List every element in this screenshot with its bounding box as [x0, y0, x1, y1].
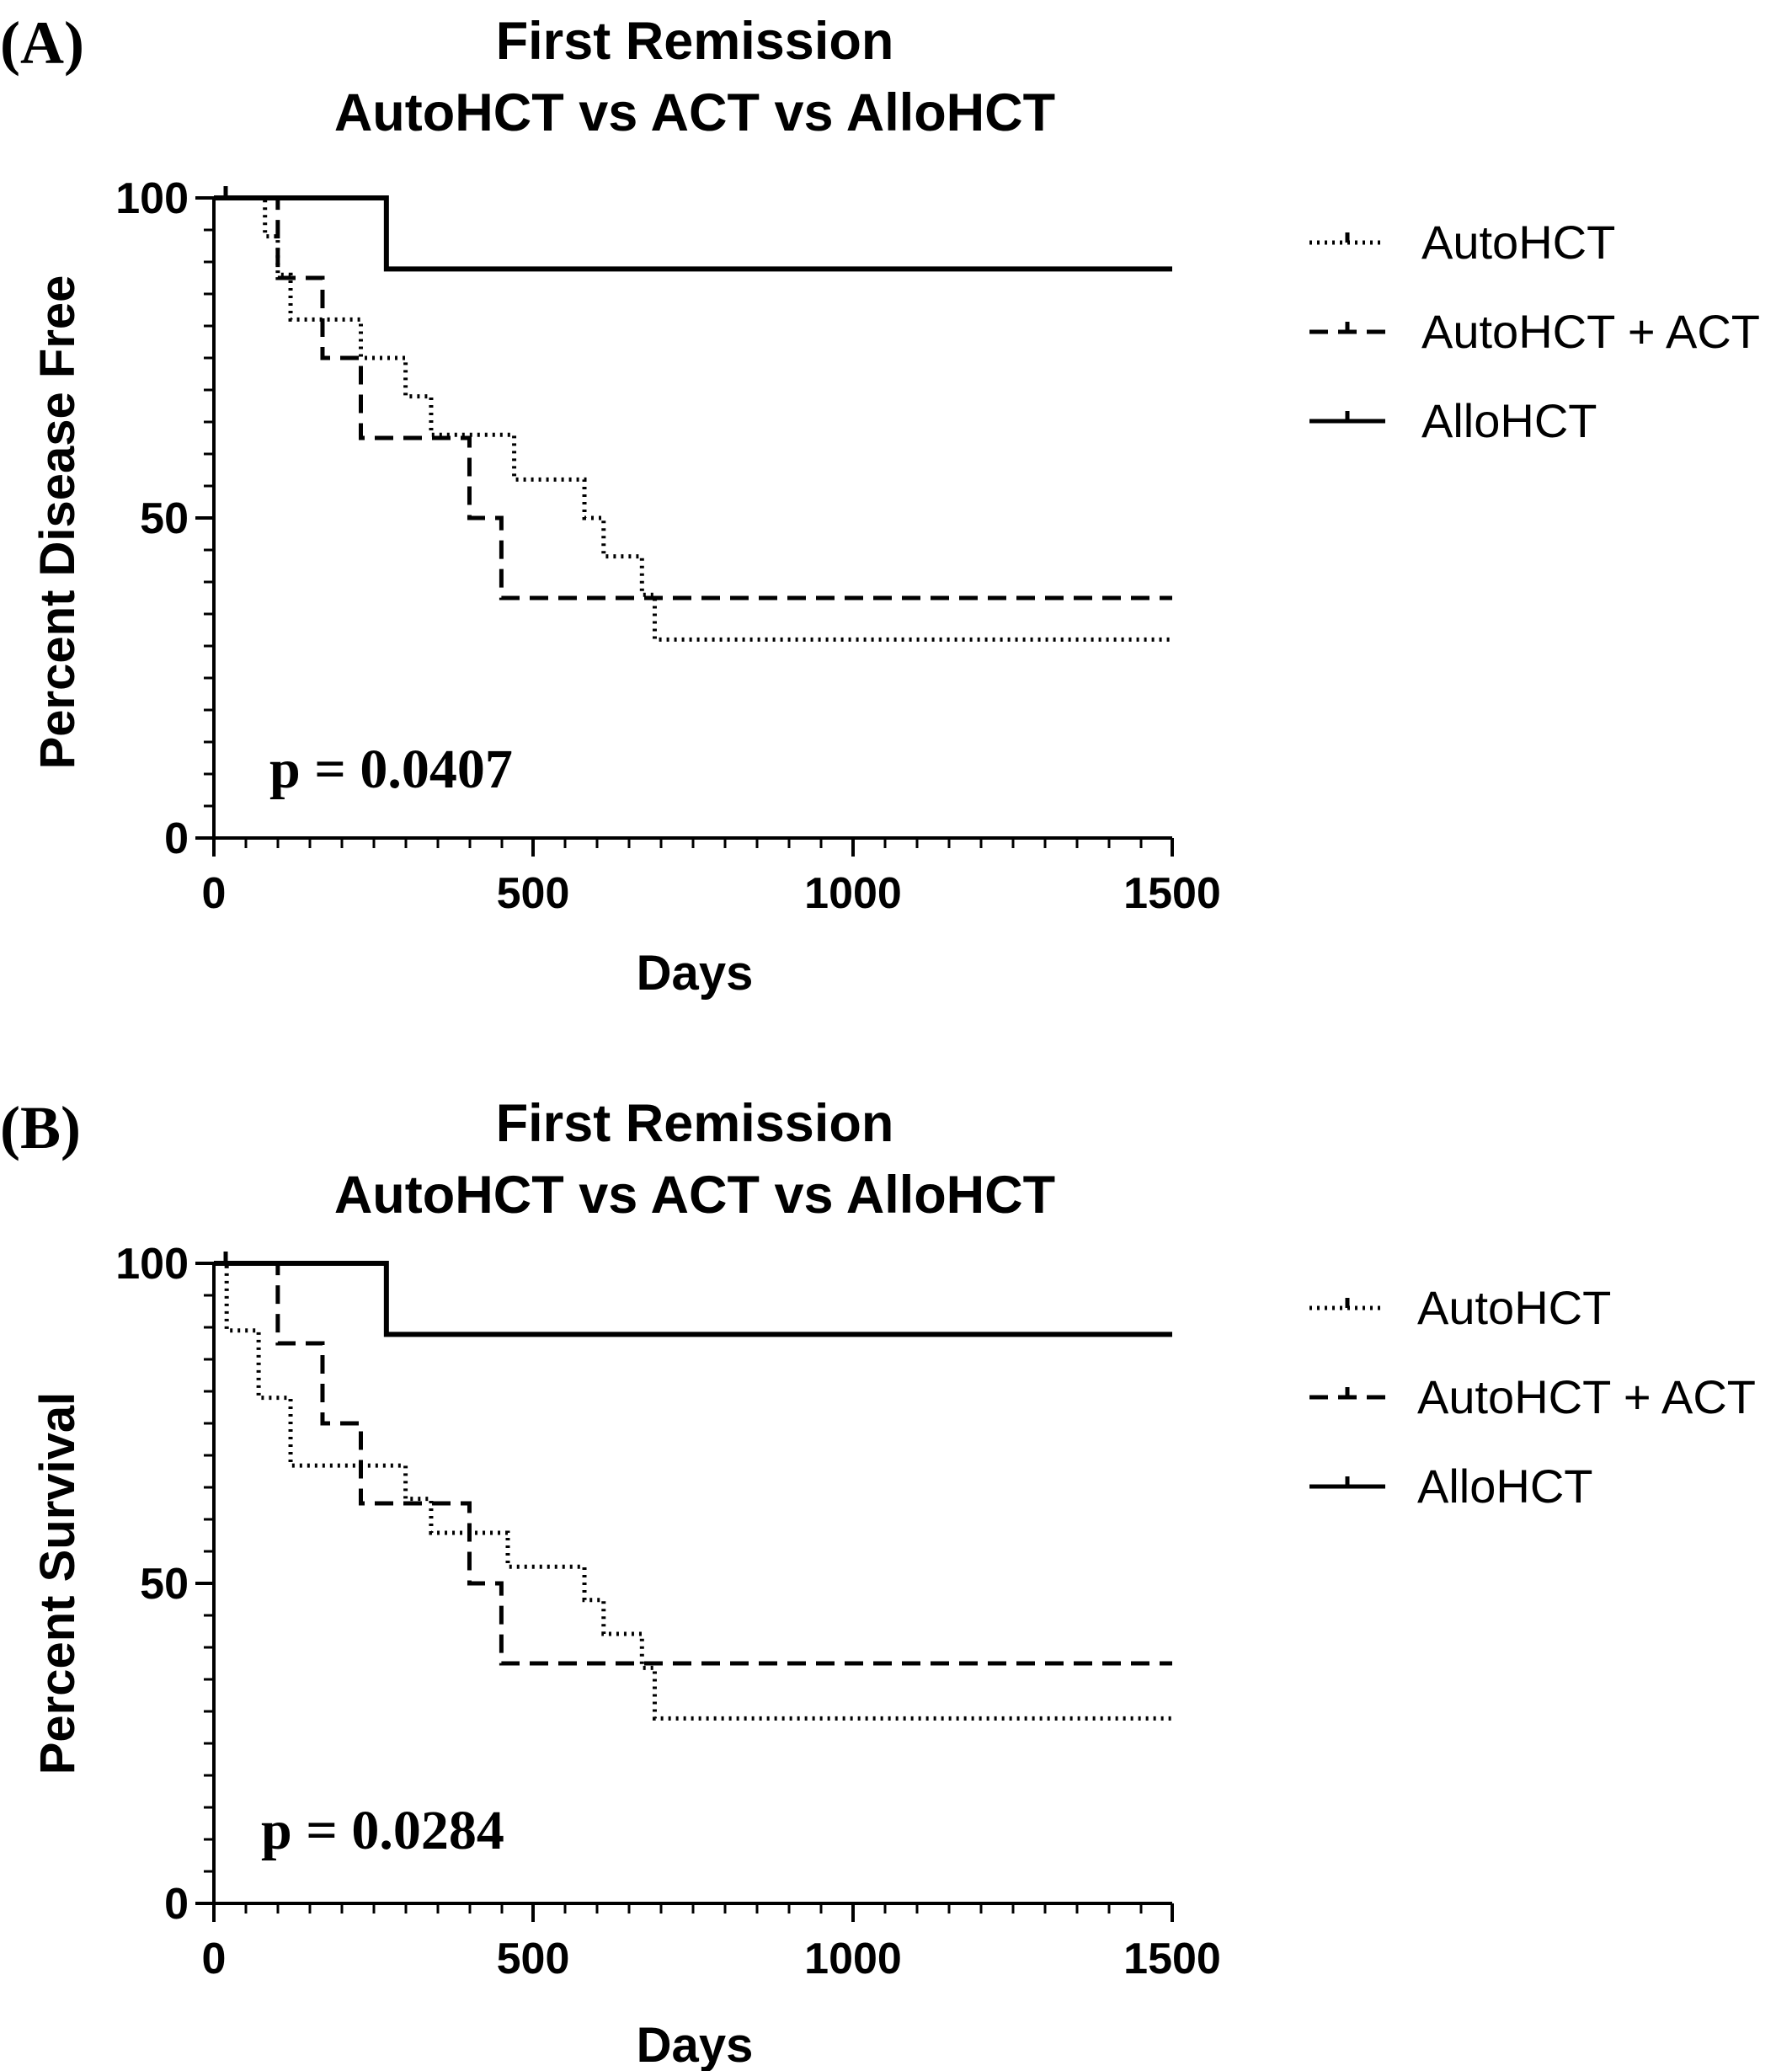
- y-ticks: [195, 196, 214, 840]
- y-tick-label: 50: [140, 494, 189, 543]
- y-axis-title: Percent Survival: [30, 1392, 85, 1775]
- series-line-autohct-act: [214, 1261, 1172, 1666]
- x-axis-title: Days: [637, 946, 754, 1001]
- series-container: [214, 186, 1172, 642]
- legend-label: AutoHCT + ACT: [1417, 1370, 1756, 1423]
- y-ticks: [195, 1262, 214, 1905]
- legend-item-autohct-act: AutoHCT + ACT: [1309, 1370, 1756, 1423]
- x-tick-label: 0: [202, 1935, 227, 1983]
- legend-item-autohct: AutoHCT: [1309, 216, 1615, 269]
- legend: AutoHCT AutoHCT + ACT AlloHCT: [1309, 216, 1760, 447]
- y-axis-title: Percent Disease Free: [30, 275, 85, 770]
- legend-item-allohct: AlloHCT: [1309, 1460, 1592, 1513]
- series-line-autohct-act: [214, 195, 1172, 600]
- y-tick-label: 50: [140, 1560, 189, 1609]
- x-tick-label: 500: [497, 869, 570, 918]
- legend-item-allohct: AlloHCT: [1309, 394, 1597, 447]
- chart-subtitle: AutoHCT vs ACT vs AlloHCT: [334, 83, 1055, 142]
- p-value-annotation: p = 0.0284: [261, 1800, 504, 1861]
- x-tick-label: 0: [202, 869, 227, 918]
- series-line-allohct: [214, 195, 1172, 272]
- x-tick-label: 1500: [1123, 1935, 1221, 1983]
- legend-item-autohct-act: AutoHCT + ACT: [1309, 305, 1760, 358]
- legend-label: AutoHCT: [1417, 1281, 1611, 1334]
- y-tick-label: 0: [164, 1880, 189, 1929]
- legend-label: AlloHCT: [1417, 1460, 1592, 1513]
- y-tick-label: 100: [115, 1240, 189, 1289]
- panel-b: (B) First Remission AutoHCT vs ACT vs Al…: [0, 1094, 1756, 2071]
- x-axis-title: Days: [637, 2018, 754, 2071]
- legend: AutoHCT AutoHCT + ACT AlloHCT: [1309, 1281, 1756, 1513]
- panel-a: (A) First Remission AutoHCT vs ACT vs Al…: [0, 9, 1760, 1001]
- legend-item-autohct: AutoHCT: [1309, 1281, 1611, 1334]
- x-tick-label: 500: [497, 1935, 570, 1983]
- panel-label: (A): [0, 9, 84, 77]
- chart-subtitle: AutoHCT vs ACT vs AlloHCT: [334, 1166, 1055, 1225]
- legend-label: AlloHCT: [1421, 394, 1597, 447]
- series-line-allohct: [214, 1261, 1172, 1337]
- p-value-annotation: p = 0.0407: [269, 739, 513, 800]
- chart-title: First Remission: [496, 1094, 894, 1153]
- legend-label: AutoHCT: [1421, 216, 1615, 269]
- y-tick-label: 0: [164, 814, 189, 863]
- x-tick-label: 1000: [804, 869, 902, 918]
- x-ticks: [212, 1903, 1174, 1922]
- legend-label: AutoHCT + ACT: [1421, 305, 1760, 358]
- x-tick-label: 1500: [1123, 869, 1221, 918]
- series-line-autohct: [214, 1261, 1172, 1721]
- series-container: [214, 1252, 1172, 1721]
- x-ticks: [212, 838, 1174, 857]
- series-line-autohct: [214, 195, 1172, 642]
- axes: 100 50 0 0 500 1000 1500: [115, 174, 1221, 918]
- panel-label: (B): [0, 1094, 81, 1161]
- chart-title: First Remission: [496, 12, 894, 71]
- x-tick-label: 1000: [804, 1935, 902, 1983]
- y-tick-label: 100: [115, 174, 189, 223]
- axes: 100 50 0 0 500 1000 1500: [115, 1240, 1221, 1983]
